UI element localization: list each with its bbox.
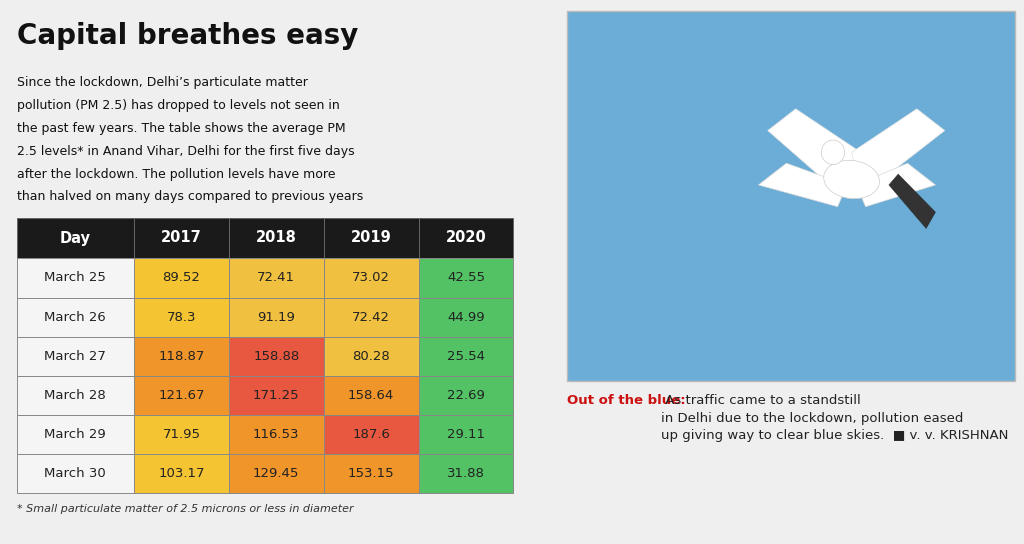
Bar (419, 454, 513, 493)
Polygon shape (856, 163, 936, 207)
Bar (228, 218, 324, 258)
Bar (16, 218, 134, 258)
Text: 153.15: 153.15 (348, 467, 394, 480)
Bar (16, 415, 134, 454)
Text: 116.53: 116.53 (253, 428, 299, 441)
Bar (228, 415, 324, 454)
Bar (324, 337, 419, 376)
Bar (324, 376, 419, 415)
Text: 129.45: 129.45 (253, 467, 299, 480)
Bar (16, 454, 134, 493)
Text: 42.55: 42.55 (447, 271, 485, 285)
Text: Since the lockdown, Delhi’s particulate matter: Since the lockdown, Delhi’s particulate … (16, 76, 307, 89)
Bar (134, 337, 228, 376)
Text: the past few years. The table shows the average PM: the past few years. The table shows the … (16, 122, 345, 135)
Bar (134, 376, 228, 415)
Text: 121.67: 121.67 (158, 389, 205, 402)
Text: 72.42: 72.42 (352, 311, 390, 324)
Text: * Small particulate matter of 2.5 microns or less in diameter: * Small particulate matter of 2.5 micron… (16, 504, 353, 514)
Text: 158.88: 158.88 (253, 350, 299, 363)
Bar (228, 298, 324, 337)
Text: 2020: 2020 (445, 231, 486, 245)
Text: 171.25: 171.25 (253, 389, 300, 402)
Text: 73.02: 73.02 (352, 271, 390, 285)
Text: 103.17: 103.17 (158, 467, 205, 480)
Polygon shape (759, 163, 847, 207)
Text: 89.52: 89.52 (163, 271, 201, 285)
Bar (134, 454, 228, 493)
Text: March 28: March 28 (44, 389, 106, 402)
Text: 25.54: 25.54 (447, 350, 485, 363)
Text: March 25: March 25 (44, 271, 106, 285)
Text: 29.11: 29.11 (447, 428, 485, 441)
Bar (134, 298, 228, 337)
Bar (228, 337, 324, 376)
Text: As traffic came to a standstill
in Delhi due to the lockdown, pollution eased
up: As traffic came to a standstill in Delhi… (660, 394, 1008, 442)
Bar (324, 454, 419, 493)
Text: 2017: 2017 (161, 231, 202, 245)
Text: 118.87: 118.87 (158, 350, 205, 363)
Text: 80.28: 80.28 (352, 350, 390, 363)
Bar (567, 11, 1015, 381)
Ellipse shape (821, 140, 845, 164)
Text: 2018: 2018 (256, 231, 297, 245)
Text: March 30: March 30 (44, 467, 106, 480)
Text: 72.41: 72.41 (257, 271, 295, 285)
Bar (134, 415, 228, 454)
Bar (419, 415, 513, 454)
Polygon shape (889, 174, 936, 228)
Bar (16, 298, 134, 337)
Text: Capital breathes easy: Capital breathes easy (16, 22, 358, 50)
Bar (228, 454, 324, 493)
Bar (16, 376, 134, 415)
Text: March 29: March 29 (44, 428, 106, 441)
Bar (16, 337, 134, 376)
Text: 2019: 2019 (351, 231, 391, 245)
Text: Out of the blue:: Out of the blue: (567, 394, 686, 407)
Polygon shape (852, 109, 945, 196)
Bar (419, 218, 513, 258)
Text: after the lockdown. The pollution levels have more: after the lockdown. The pollution levels… (16, 168, 335, 181)
Polygon shape (768, 109, 861, 196)
Bar (419, 376, 513, 415)
Text: March 26: March 26 (44, 311, 106, 324)
Text: 187.6: 187.6 (352, 428, 390, 441)
Bar (419, 337, 513, 376)
Bar (324, 415, 419, 454)
Bar (324, 218, 419, 258)
Bar (324, 298, 419, 337)
Bar (324, 258, 419, 298)
Bar (134, 218, 228, 258)
Bar (419, 258, 513, 298)
Bar (134, 258, 228, 298)
Text: than halved on many days compared to previous years: than halved on many days compared to pre… (16, 190, 362, 203)
Text: 44.99: 44.99 (447, 311, 484, 324)
Text: pollution (PM 2.5) has dropped to levels not seen in: pollution (PM 2.5) has dropped to levels… (16, 99, 340, 112)
Bar (419, 298, 513, 337)
Text: 158.64: 158.64 (348, 389, 394, 402)
Text: 2.5 levels* in Anand Vihar, Delhi for the first five days: 2.5 levels* in Anand Vihar, Delhi for th… (16, 145, 354, 158)
Text: 78.3: 78.3 (167, 311, 197, 324)
Bar (228, 376, 324, 415)
Bar (228, 258, 324, 298)
Text: March 27: March 27 (44, 350, 106, 363)
Text: 71.95: 71.95 (163, 428, 201, 441)
Bar (16, 258, 134, 298)
Ellipse shape (823, 160, 880, 199)
Text: 91.19: 91.19 (257, 311, 295, 324)
Text: 31.88: 31.88 (447, 467, 485, 480)
Text: 22.69: 22.69 (447, 389, 485, 402)
Text: Day: Day (59, 231, 91, 245)
